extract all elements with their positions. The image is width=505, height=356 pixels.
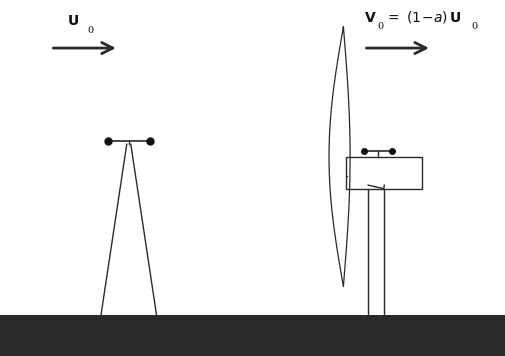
Text: $\mathbf{V}$: $\mathbf{V}$: [364, 11, 376, 25]
Bar: [0, 315, 505, 356]
Polygon shape: [329, 27, 350, 287]
Text: 0: 0: [87, 26, 93, 35]
Text: 0: 0: [472, 22, 478, 31]
Text: 0: 0: [377, 22, 383, 31]
Text: $=\ (1\!-\!a)\,\mathbf{U}$: $=\ (1\!-\!a)\,\mathbf{U}$: [385, 9, 461, 25]
Text: $\mathbf{U}$: $\mathbf{U}$: [67, 15, 79, 28]
Bar: [346, 157, 422, 189]
